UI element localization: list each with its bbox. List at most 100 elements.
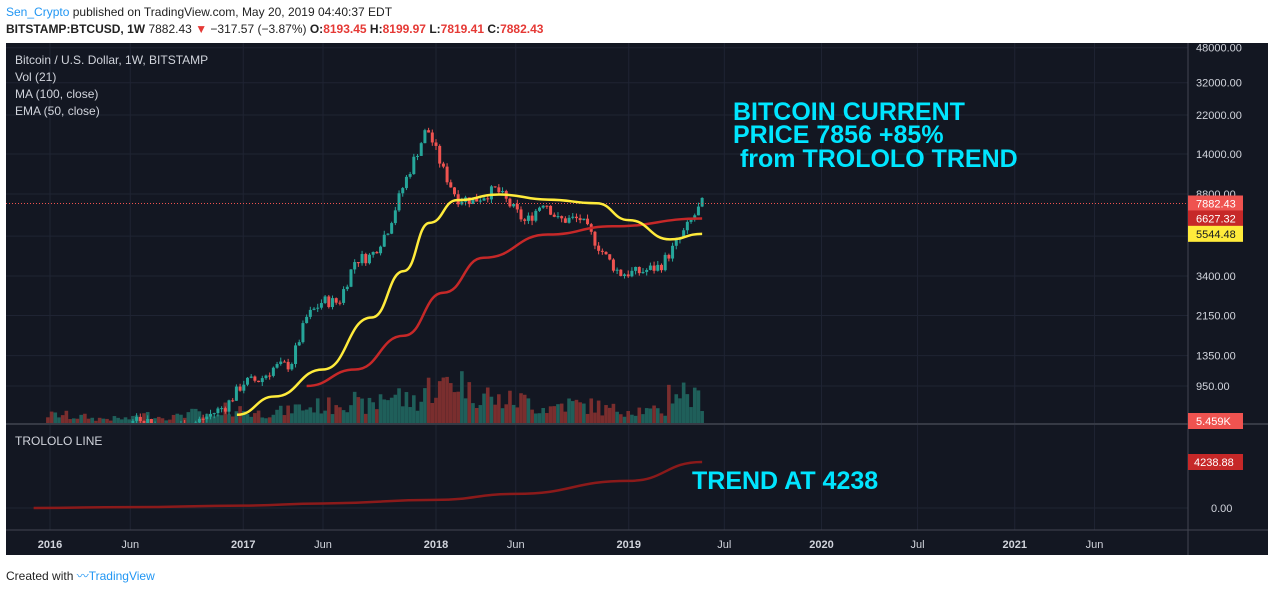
volume-bar [275, 409, 279, 424]
candle-body [227, 400, 231, 412]
volume-bar [60, 415, 65, 424]
volume-bar [116, 417, 120, 424]
volume-bar [482, 393, 486, 424]
candle-body [223, 408, 227, 412]
candle-body [412, 156, 416, 175]
down-arrow-icon: ▼ [195, 22, 208, 36]
candle-body [571, 216, 575, 218]
volume-bar [171, 414, 176, 424]
volume-bar [681, 382, 686, 424]
candle-body [212, 413, 216, 415]
author-link[interactable]: Sen_Crypto [6, 5, 70, 19]
volume-bar [519, 393, 523, 424]
candle-body [427, 130, 431, 133]
volume-bar [282, 415, 287, 424]
symbol-label: BITSTAMP:BTCUSD, 1W [6, 22, 146, 36]
last-price: 7882.43 [148, 22, 192, 36]
volume-bar [619, 414, 623, 424]
candle-body [342, 289, 346, 303]
footer: Created with 〰TradingView [6, 567, 155, 584]
price-label-0: 7882.43 [1196, 198, 1236, 210]
candle-body [323, 296, 327, 304]
price-label-bg [1188, 413, 1243, 429]
volume-bar [330, 414, 335, 424]
volume-bar [79, 414, 83, 424]
candle-body [656, 264, 660, 271]
volume-bar [179, 414, 183, 424]
price-labels: 7882.43 6627.32 5544.48 5.459K 4238.88 [1188, 195, 1243, 470]
time-axis[interactable]: 2016 Jun 2017 Jun 2018 Jun 2019 Jul 2020 Jul 2021 J… [38, 539, 1104, 551]
candle-body [556, 216, 560, 218]
candle-body [416, 155, 420, 157]
volume-bar [108, 420, 113, 424]
chart-grid [6, 43, 1188, 530]
volume-bar [478, 405, 483, 424]
volume-bar [241, 411, 246, 424]
candle-body [327, 296, 331, 308]
volume-bar [267, 417, 272, 424]
candle-body [430, 132, 434, 143]
candle-body [615, 269, 619, 271]
volume-bar [515, 407, 520, 424]
candle-body [541, 205, 545, 208]
candle-body [234, 386, 238, 401]
close-label: C: [487, 22, 501, 36]
candle-body [242, 384, 246, 391]
candle-body [271, 367, 275, 376]
legend-ma: MA (100, close) [15, 87, 98, 101]
price-label-bg [1188, 195, 1243, 212]
candle-body [401, 188, 405, 194]
candle-body [508, 198, 512, 207]
volume-bar [319, 413, 324, 424]
price-label-bg [1188, 225, 1243, 242]
volume-bar [57, 417, 61, 424]
volume-bar [430, 402, 435, 424]
publish-info: Sen_Crypto published on TradingView.com,… [6, 5, 392, 19]
volume-bar [489, 396, 494, 424]
volume-bar [463, 398, 468, 424]
volume-bar [112, 416, 117, 424]
legend-vol: Vol (21) [15, 70, 56, 84]
volume-bar [667, 384, 671, 424]
time-tick-7: Jul [717, 539, 731, 551]
volume-bar [245, 414, 250, 424]
candle-body [530, 215, 534, 221]
candle-body [552, 214, 556, 217]
volume-bar [504, 404, 509, 424]
time-tick-5: Jun [507, 539, 525, 551]
candle-body [201, 418, 205, 420]
volume-bar [386, 400, 390, 424]
candle-body [138, 416, 142, 422]
candle-body [608, 254, 612, 260]
candle-body [600, 250, 604, 252]
candle-body [471, 198, 475, 205]
volume-bar [90, 417, 95, 424]
candle-body [279, 361, 283, 365]
candle-body [375, 252, 379, 254]
candle-body [331, 298, 335, 308]
volume-bar [559, 403, 564, 424]
volume-bar [164, 420, 168, 424]
candle-body [371, 252, 375, 255]
tradingview-link[interactable]: TradingView [88, 569, 155, 583]
candle-body [275, 364, 279, 368]
volume-bar [219, 415, 224, 424]
candle-body [667, 254, 671, 259]
volume-bar [360, 398, 364, 424]
candle-body [238, 386, 242, 391]
volume-bar [578, 402, 582, 424]
volume-bar [604, 405, 608, 424]
candle-body [319, 303, 323, 308]
candle-body [652, 265, 656, 271]
candle-body [567, 217, 571, 223]
price-chart[interactable]: 48000.0032000.0022000.0014000.008800.005… [6, 43, 1268, 555]
volume-bar [264, 418, 268, 424]
high-label: H: [369, 22, 383, 36]
candle-body [308, 309, 312, 317]
volume-bar [363, 413, 368, 424]
volume-bar [471, 403, 475, 424]
ma-line [306, 217, 703, 388]
price-tick-0: 48000.00 [1196, 43, 1242, 55]
volume-bar [678, 398, 682, 424]
candle-body [231, 400, 235, 402]
